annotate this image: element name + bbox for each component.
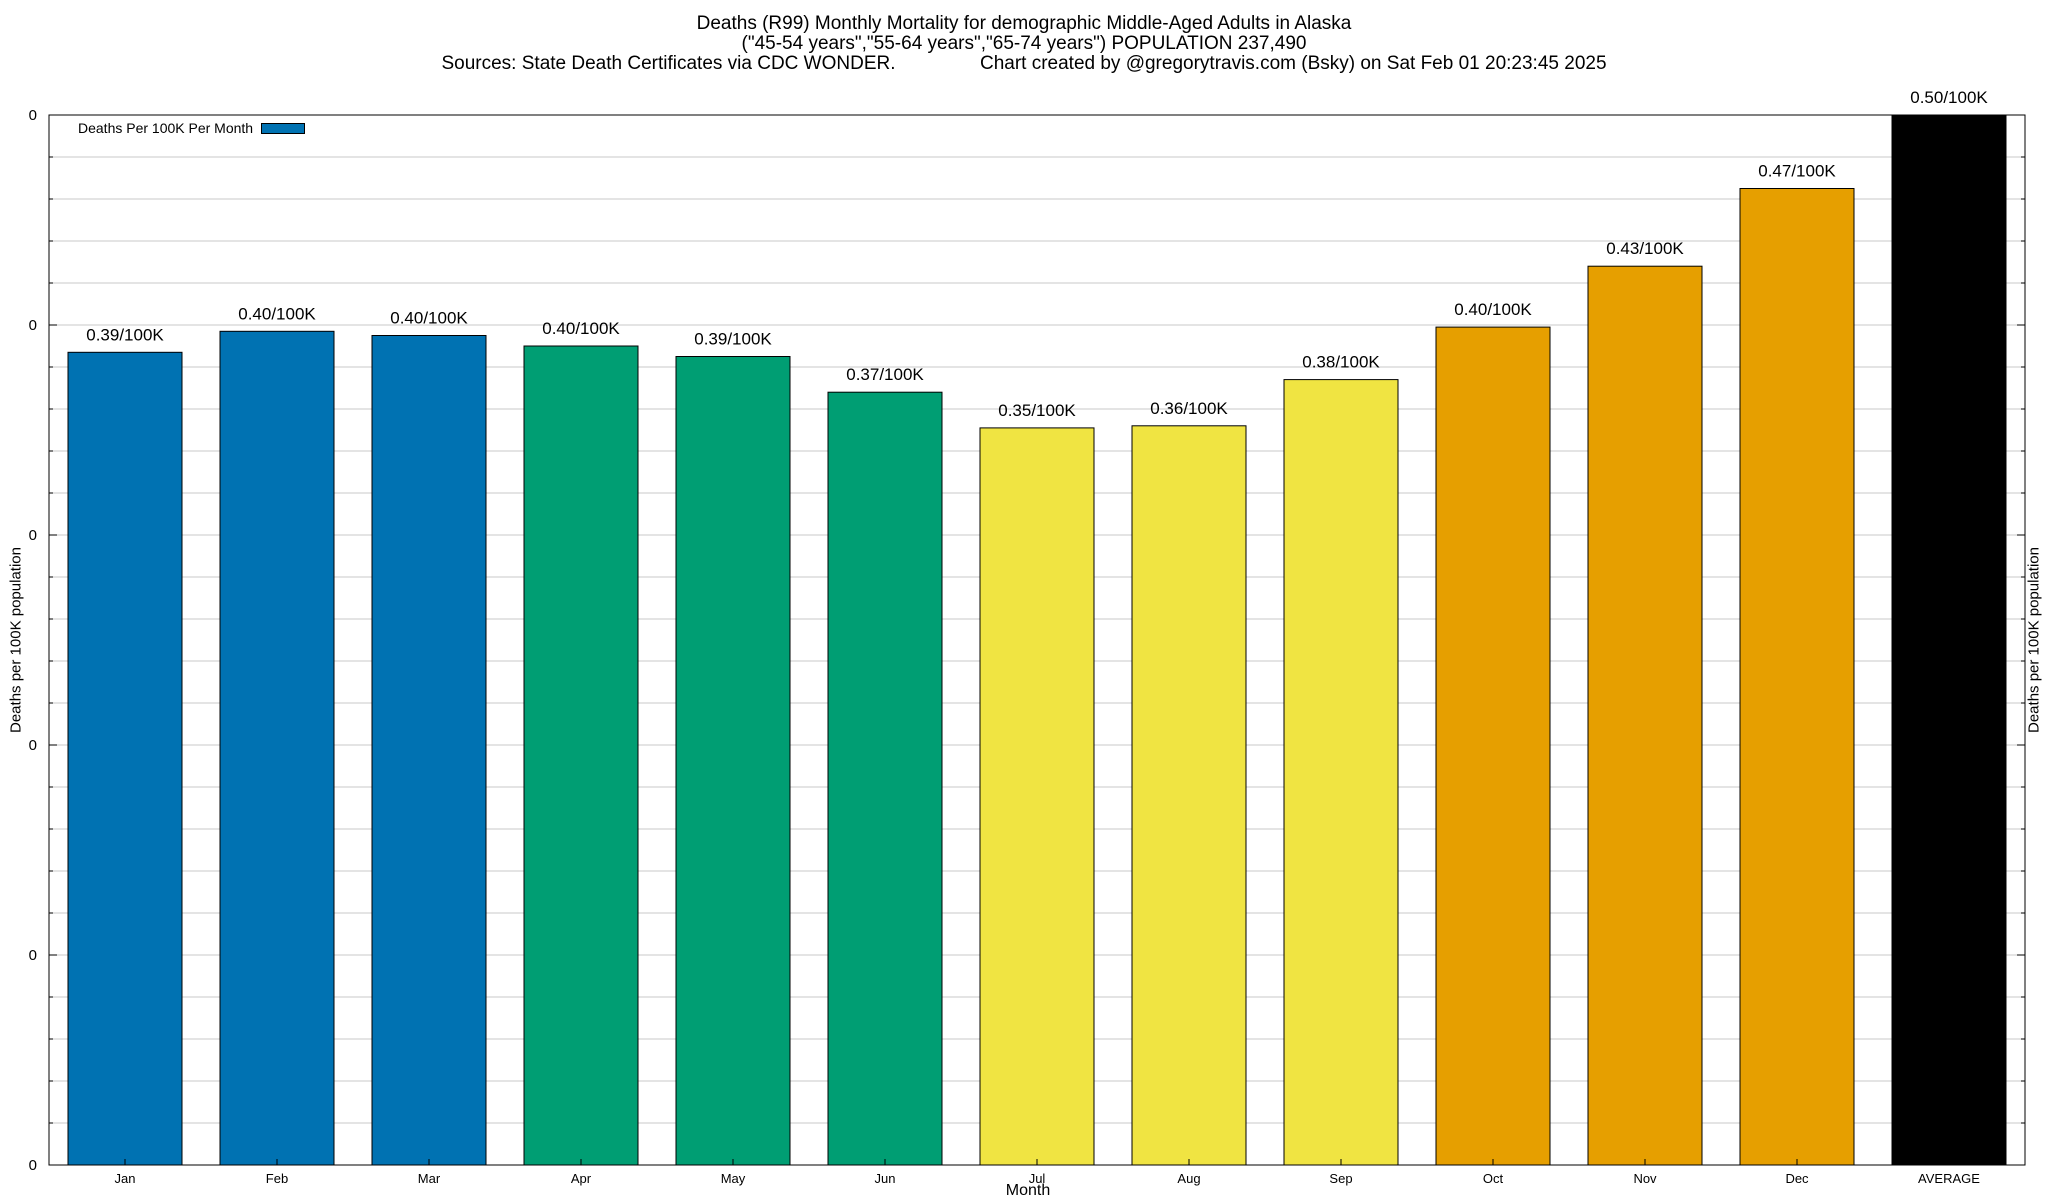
data-label: 0.39/100K [694, 330, 772, 349]
data-label: 0.40/100K [542, 319, 620, 338]
x-tick-label: Jan [115, 1171, 136, 1186]
legend-label: Deaths Per 100K Per Month [78, 120, 254, 136]
legend: Deaths Per 100K Per Month [78, 120, 306, 136]
data-label: 0.39/100K [86, 325, 164, 344]
title-line-3: Sources: State Death Certificates via CD… [441, 53, 1607, 74]
data-label: 0.38/100K [1302, 353, 1380, 372]
x-tick-label: Apr [571, 1171, 592, 1186]
x-tick-label: Oct [1483, 1171, 1504, 1186]
bar [219, 330, 335, 1166]
bar [1283, 379, 1399, 1166]
x-tick-label: Feb [266, 1171, 288, 1186]
y-tick-label: 0 [29, 947, 37, 964]
x-tick-label: Dec [1785, 1171, 1809, 1186]
data-label: 0.37/100K [846, 365, 924, 384]
title-line-1: Deaths (R99) Monthly Mortality for demog… [696, 13, 1352, 34]
x-tick-label: Mar [418, 1171, 441, 1186]
bar [371, 335, 487, 1166]
chart-title: Deaths (R99) Monthly Mortality for demog… [0, 14, 2048, 74]
data-label: 0.40/100K [238, 304, 316, 323]
y-tick-label: 0 [29, 527, 37, 544]
x-tick-label: Sep [1329, 1171, 1352, 1186]
data-label: 0.50/100K [1910, 88, 1988, 107]
x-tick-label: Nov [1633, 1171, 1657, 1186]
bar [523, 345, 639, 1166]
x-axis-label: Month [1005, 1182, 1051, 1199]
y-tick-label: 0 [29, 317, 37, 334]
data-label: 0.40/100K [390, 309, 468, 328]
plot-frame [48, 114, 2026, 1166]
data-label: 0.43/100K [1606, 239, 1684, 258]
y-axis-label: Deaths per 100K population [7, 547, 25, 733]
x-tick-label: May [721, 1171, 746, 1186]
y-tick-label: 0 [29, 1157, 37, 1174]
bar [675, 356, 791, 1166]
x-tick-label: Jun [875, 1171, 896, 1186]
data-label: 0.35/100K [998, 401, 1076, 420]
bar [1131, 425, 1247, 1166]
bar [1739, 188, 1855, 1166]
y2-axis-label: Deaths per 100K population [2025, 547, 2043, 733]
legend-swatch [261, 122, 306, 134]
y-tick-label: 0 [29, 737, 37, 754]
bar [67, 351, 183, 1166]
bar [1435, 326, 1551, 1166]
y-tick-label: 0 [29, 107, 37, 124]
x-tick-label: AVERAGE [1918, 1171, 1980, 1186]
bar [1587, 265, 1703, 1166]
data-label: 0.40/100K [1454, 300, 1532, 319]
bar [827, 391, 943, 1166]
title-line-2: ("45-54 years","55-64 years","65-74 year… [741, 33, 1307, 54]
bar [979, 427, 1095, 1166]
x-tick-label: Jul [1029, 1171, 1046, 1186]
bar [1891, 114, 2007, 1166]
x-tick-label: Aug [1177, 1171, 1200, 1186]
data-label: 0.47/100K [1758, 162, 1836, 181]
data-label: 0.36/100K [1150, 399, 1228, 418]
